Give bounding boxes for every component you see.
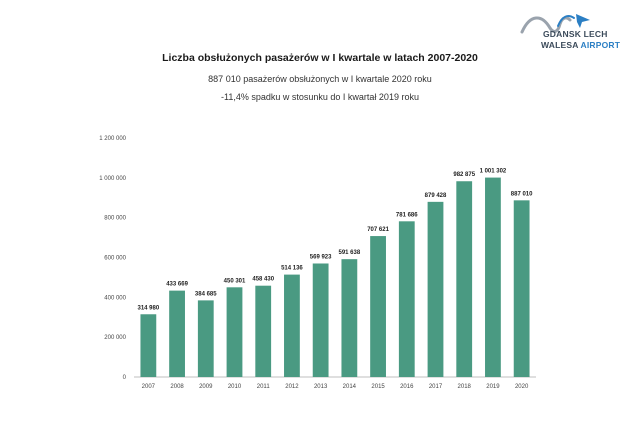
data-label: 569 923 [310,254,332,260]
y-tick-label: 600 000 [104,256,126,262]
bar [284,274,300,377]
data-label: 314 980 [138,305,160,311]
chart-subtitle-1: 887 010 pasażerów obsłużonych w I kwarta… [208,74,432,84]
y-tick-label: 200 000 [104,335,126,341]
x-tick-label: 2018 [458,384,472,390]
y-tick-label: 800 000 [104,216,126,222]
logo-text-line1: GDANSK LECH [543,29,608,39]
data-label: 591 638 [339,250,361,256]
bar [341,259,358,377]
data-label: 433 669 [166,282,188,288]
x-tick-label: 2007 [142,384,156,390]
data-label: 384 685 [195,291,217,297]
data-label: 879 428 [425,193,447,199]
bar [398,221,415,377]
bar [169,290,185,377]
bar [513,200,530,377]
data-label: 982 875 [453,172,475,178]
bar [370,236,386,377]
y-tick-label: 400 000 [104,295,126,301]
x-tick-label: 2016 [400,384,414,390]
data-label: 1 001 302 [480,169,507,175]
x-tick-label: 2019 [486,384,500,390]
x-tick-label: 2010 [228,384,242,390]
airport-logo [520,14,590,34]
x-tick-label: 2008 [170,384,184,390]
x-tick-label: 2020 [515,384,529,390]
bar [140,314,157,377]
logo-text-line2: WALESA AIRPORT [541,40,620,50]
y-tick-label: 0 [123,375,127,381]
x-tick-label: 2012 [285,384,299,390]
chart-title: Liczba obsłużonych pasażerów w I kwartal… [162,52,478,64]
data-label: 514 136 [281,266,303,272]
x-tick-label: 2009 [199,384,213,390]
bar [197,300,214,377]
logo-text-airport: AIRPORT [580,40,621,50]
bar [255,285,272,377]
x-tick-label: 2013 [314,384,328,390]
y-tick-label: 1 200 000 [99,136,126,142]
wave-plane-icon [520,14,590,34]
logo-text-walesa: WALESA [541,40,581,50]
x-tick-label: 2011 [257,384,271,390]
data-label: 458 430 [252,277,274,283]
data-label: 707 621 [367,227,389,233]
bar [427,201,444,377]
x-tick-label: 2017 [429,384,443,390]
data-label: 781 686 [396,212,418,218]
bar [226,287,243,377]
y-tick-label: 1 000 000 [99,176,126,182]
data-label: 450 301 [224,278,246,284]
x-tick-label: 2014 [343,384,357,390]
bar [456,181,473,377]
bar [312,263,329,377]
data-label: 887 010 [511,191,533,197]
bar [485,177,501,377]
x-tick-label: 2015 [371,384,385,390]
chart-subtitle-2: -11,4% spadku w stosunku do I kwartał 20… [221,92,419,102]
